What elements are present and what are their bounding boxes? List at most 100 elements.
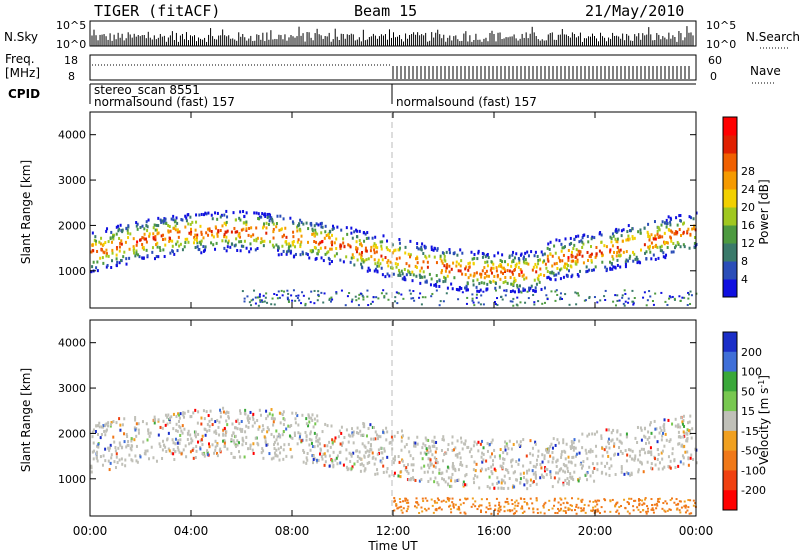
power-cell — [475, 285, 478, 289]
power-cell — [199, 242, 202, 246]
velocity-cell — [572, 455, 575, 459]
velocity-cell — [682, 418, 685, 422]
velocity-cell — [442, 478, 445, 482]
velocity-cell — [282, 429, 285, 433]
velocity-cell — [448, 497, 451, 500]
velocity-cell — [431, 470, 434, 474]
power-cell — [193, 236, 196, 240]
power-cell — [564, 262, 567, 266]
power-cell — [669, 223, 672, 227]
cpid-seg1-line1: stereo_scan 8551 — [94, 83, 200, 97]
velocity-cell — [531, 453, 534, 457]
power-cell — [330, 260, 333, 264]
y-tick-label: 1000 — [58, 265, 86, 278]
velocity-cell — [168, 449, 171, 453]
power-cell — [107, 240, 110, 244]
power-cell — [386, 239, 389, 243]
power-cell — [371, 236, 374, 240]
power-cell — [378, 264, 381, 268]
velocity-cell — [502, 461, 505, 465]
power-cell — [464, 267, 467, 271]
velocity-cell — [503, 457, 506, 461]
power-cell — [192, 241, 195, 245]
velocity-cell — [153, 418, 156, 422]
velocity-cell — [551, 451, 554, 455]
power-cell — [346, 232, 349, 236]
velocity-cell — [686, 436, 689, 440]
velocity-cell — [385, 470, 388, 474]
velocity-cell — [217, 425, 220, 429]
velocity-cell — [651, 467, 654, 471]
velocity-cell — [262, 449, 265, 453]
power-cell — [105, 254, 108, 258]
power-cell — [566, 267, 569, 271]
velocity-cell — [686, 439, 689, 443]
velocity-cell — [376, 437, 379, 441]
power-cell — [118, 245, 121, 249]
power-cell — [475, 296, 478, 299]
velocity-cell — [472, 444, 475, 448]
power-cell — [610, 240, 613, 244]
velocity-cell — [603, 448, 606, 452]
velocity-cell — [456, 508, 459, 511]
power-cell — [324, 252, 327, 256]
power-cell — [514, 265, 517, 269]
power-cell — [626, 237, 629, 241]
power-cell — [581, 240, 584, 244]
power-cell — [472, 274, 475, 278]
velocity-cell — [556, 511, 559, 514]
velocity-cell — [110, 423, 113, 427]
velocity-cell — [107, 459, 110, 463]
velocity-cell — [339, 450, 342, 454]
velocity-cell — [195, 444, 198, 448]
power-cell — [297, 224, 300, 228]
power-cell — [245, 246, 248, 250]
power-cell — [99, 256, 102, 260]
power-cell — [125, 262, 128, 266]
power-cell — [494, 289, 497, 292]
power-cell — [627, 224, 630, 228]
power-cell — [601, 260, 604, 264]
velocity-cell — [90, 470, 93, 474]
velocity-cell — [477, 440, 480, 444]
power-cell — [635, 255, 638, 259]
power-cell — [136, 222, 139, 226]
power-cell — [692, 217, 695, 221]
velocity-cell — [149, 431, 152, 435]
power-cell — [530, 250, 533, 254]
power-cell — [238, 216, 241, 220]
power-cell — [593, 236, 596, 240]
velocity-cell — [404, 499, 407, 502]
power-cell — [654, 292, 657, 295]
velocity-cell — [420, 506, 423, 509]
power-cell — [223, 221, 226, 225]
nsky-bars — [91, 26, 694, 46]
velocity-cell — [173, 458, 176, 462]
power-cell — [693, 246, 696, 250]
velocity-cell — [123, 432, 126, 436]
power-cell — [527, 254, 530, 258]
power-cell — [490, 271, 493, 275]
power-cell — [652, 245, 655, 249]
velocity-cell — [266, 443, 269, 447]
velocity-cell — [424, 497, 427, 500]
velocity-cell — [504, 448, 507, 452]
power-cell — [321, 225, 324, 229]
power-cell — [94, 242, 97, 246]
velocity-cell — [261, 429, 264, 433]
power-cell — [169, 229, 172, 233]
velocity-cell — [326, 444, 329, 448]
power-cell — [90, 270, 93, 274]
power-cell — [243, 215, 246, 219]
power-cell — [584, 299, 587, 302]
velocity-cell — [398, 506, 401, 509]
power-cell — [271, 297, 274, 300]
velocity-cell — [206, 453, 209, 457]
power-cell — [350, 256, 353, 260]
power-cell — [510, 282, 513, 286]
velocity-cell — [658, 461, 661, 465]
power-cell — [513, 268, 516, 272]
velocity-cell — [172, 452, 175, 456]
power-cell — [478, 282, 481, 286]
